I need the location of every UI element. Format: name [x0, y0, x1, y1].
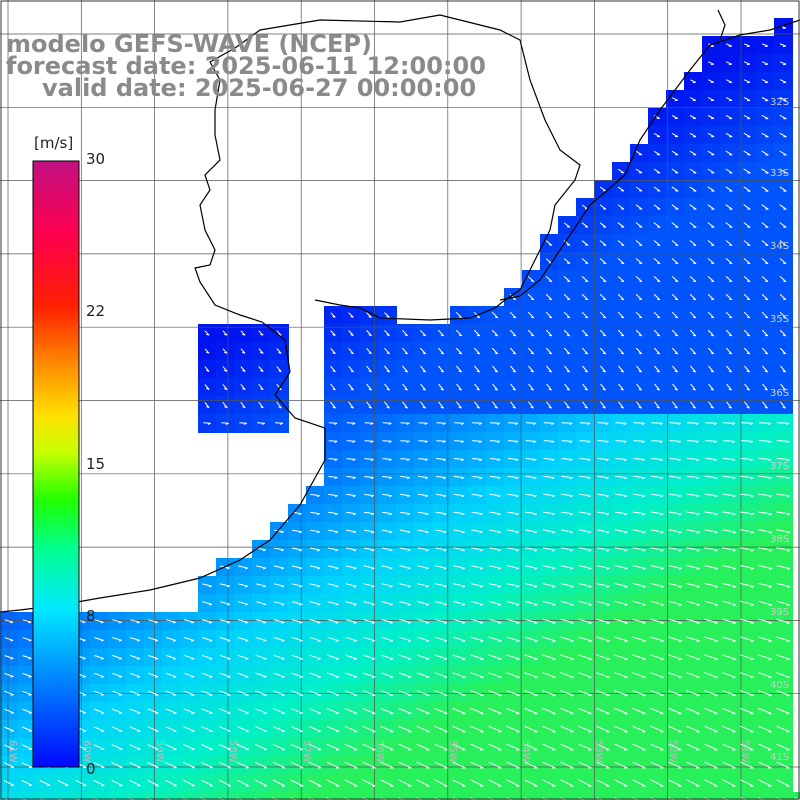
lagoon-outline: [717, 9, 726, 41]
lat-label: 35S: [770, 314, 790, 325]
lon-label: 54W: [520, 740, 531, 763]
lon-label: 57W: [301, 740, 312, 763]
lon-label: 59W: [154, 740, 165, 763]
lat-label: 40S: [770, 680, 790, 691]
forecast-date: forecast date: 2025-06-11 12:00:00: [6, 52, 486, 80]
coastline: [0, 9, 800, 613]
lon-label: 51W: [739, 740, 750, 763]
colorbar-tick-22: 22: [86, 302, 106, 320]
coastline-east: [499, 19, 800, 301]
lat-label: 34S: [770, 241, 790, 252]
colorbar-tick-30: 30: [86, 150, 106, 168]
lat-label: 32S: [770, 97, 790, 108]
lat-label: 39S: [770, 607, 790, 618]
lon-label: 58W: [227, 740, 238, 763]
lon-label: 56W: [374, 740, 385, 763]
lon-label: 55W: [447, 740, 458, 763]
lon-label: 53W: [593, 740, 604, 763]
lon-label: 61W: [7, 740, 18, 763]
valid-date: valid date: 2025-06-27 00:00:00: [42, 74, 477, 102]
lon-label: 60W: [81, 740, 92, 763]
lat-label: 37S: [770, 461, 790, 472]
colorbar-tick-8: 8: [86, 607, 96, 625]
coastline-path: [0, 14, 581, 613]
colorbar: [32, 160, 80, 768]
colorbar-gradient: [32, 160, 80, 768]
lat-label: 41S: [770, 752, 790, 763]
lat-label: 38S: [770, 534, 790, 545]
colorbar-unit: [m/s]: [34, 134, 74, 152]
model-title: modelo GEFS-WAVE (NCEP): [6, 30, 372, 58]
lat-label: 33S: [770, 168, 790, 179]
lat-label: 36S: [770, 388, 790, 399]
colorbar-tick-15: 15: [86, 455, 106, 473]
colorbar-tick-0: 0: [86, 760, 96, 778]
lon-label: 52W: [667, 740, 678, 763]
